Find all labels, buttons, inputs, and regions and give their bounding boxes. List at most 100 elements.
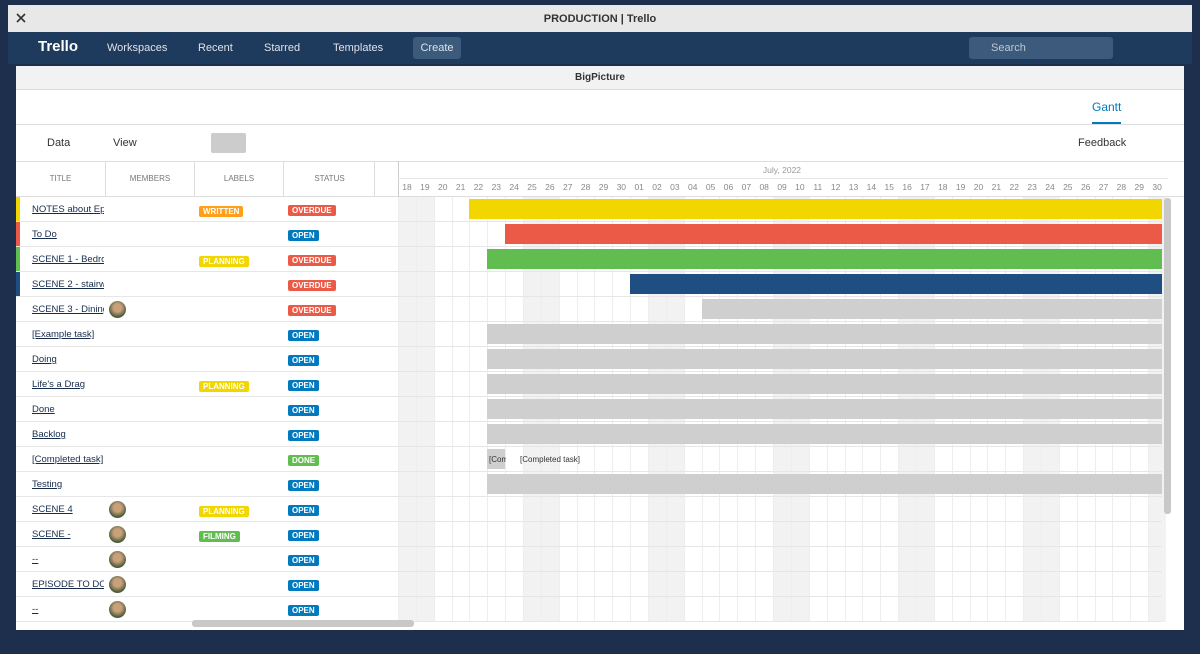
day-column (469, 197, 487, 622)
status-badge: OVERDUE (288, 305, 336, 316)
task-title[interactable]: -- (32, 554, 39, 565)
row-stripe (16, 272, 20, 296)
window-title: PRODUCTION | Trello (543, 13, 657, 25)
day-label: 23 (1027, 182, 1037, 192)
task-title[interactable]: Backlog (32, 429, 66, 440)
trello-nav: Trello Create Search (8, 32, 1192, 64)
column-header: TITLE (16, 162, 106, 197)
status-badge: DONE (288, 455, 320, 466)
bar-caption: [Completed task] (520, 455, 581, 464)
nav-menu[interactable]: Workspaces (107, 42, 168, 54)
task-title[interactable]: SCENE 1 - Bedro (32, 254, 104, 265)
day-label: 28 (1116, 182, 1127, 192)
row-stripe (16, 222, 20, 246)
task-title[interactable]: SCENE 4 (32, 504, 73, 515)
day-label: 30 (1152, 182, 1162, 192)
row-border (16, 271, 1162, 272)
label-badge: PLANNING (199, 256, 249, 267)
gantt-bar[interactable] (469, 199, 1162, 219)
status-badge: OPEN (288, 530, 319, 541)
gantt-bar[interactable] (487, 249, 1162, 269)
bar-caption: [Com (489, 455, 506, 464)
day-column (451, 197, 470, 622)
edit-button[interactable] (211, 133, 246, 153)
gantt-bar[interactable] (505, 224, 1162, 244)
view-menu[interactable]: View (113, 137, 137, 149)
status-badge: OPEN (288, 555, 319, 566)
day-column (415, 197, 434, 622)
row-border (16, 321, 1162, 322)
day-label: 20 (973, 182, 984, 192)
day-label: 03 (670, 182, 680, 192)
day-label: 17 (920, 182, 930, 192)
day-label: 13 (848, 182, 859, 192)
label-badge: WRITTEN (199, 206, 244, 217)
gantt-bar[interactable] (487, 449, 506, 469)
column-header: STATUS (285, 162, 375, 197)
gantt-bar[interactable] (630, 274, 1162, 294)
search-box[interactable]: Search (969, 37, 1113, 59)
label-badge: PLANNING (199, 381, 249, 392)
gantt-bar[interactable] (487, 324, 1162, 344)
row-border (16, 496, 1162, 497)
member-avatar (109, 501, 126, 518)
status-badge: OVERDUE (288, 205, 336, 216)
gantt-bar[interactable] (487, 424, 1162, 444)
nav-menu[interactable]: Starred (264, 42, 301, 54)
gantt-bar[interactable] (487, 349, 1162, 369)
task-title[interactable]: SCENE 2 - stairw (32, 279, 104, 290)
task-title[interactable]: -- (32, 604, 39, 615)
table-border (16, 161, 1184, 162)
task-title[interactable]: Done (32, 404, 55, 415)
day-label: 27 (1098, 182, 1109, 192)
row-border (16, 346, 1162, 347)
gantt-bar[interactable] (487, 474, 1162, 494)
day-label: 12 (830, 182, 841, 192)
status-badge: OPEN (288, 230, 319, 241)
data-menu[interactable]: Data (47, 137, 71, 149)
task-title[interactable]: To Do (32, 229, 57, 240)
task-title[interactable]: SCENE - (32, 529, 71, 540)
close-window[interactable] (16, 13, 26, 23)
member-avatar (109, 601, 126, 618)
row-border (16, 621, 1162, 622)
task-title[interactable]: [Example task] (32, 329, 95, 340)
row-border (16, 421, 1162, 422)
column-header: MEMBERS (106, 162, 195, 197)
row-border (16, 221, 1162, 222)
task-title[interactable]: EPISODE TO DO I (32, 579, 104, 590)
logo[interactable]: Trello (38, 38, 79, 55)
day-label: 10 (795, 182, 805, 192)
month-label: July, 2022 (762, 165, 802, 175)
task-title[interactable]: Doing (32, 354, 57, 365)
gantt-bar[interactable] (487, 374, 1162, 394)
status-badge: OPEN (288, 355, 319, 366)
member-avatar (109, 576, 126, 593)
feedback-button[interactable]: Feedback (1078, 137, 1127, 149)
gantt-bar[interactable] (701, 299, 1162, 319)
task-title[interactable]: Testing (32, 479, 63, 490)
day-label: 09 (777, 182, 787, 192)
task-title[interactable]: Life's a Drag (32, 379, 86, 390)
task-title[interactable]: [Completed task] (32, 454, 104, 465)
task-title[interactable]: NOTES about Epi (32, 204, 104, 215)
day-label: 21 (991, 182, 1002, 192)
gantt-bar[interactable] (487, 399, 1162, 419)
day-label: 24 (509, 182, 519, 192)
day-label: 22 (473, 182, 484, 192)
status-badge: OPEN (288, 405, 319, 416)
nav-menu[interactable]: Recent (198, 42, 233, 54)
h-scrollbar (192, 620, 414, 627)
day-label: 29 (1134, 182, 1144, 192)
create-button[interactable]: Create (413, 37, 461, 59)
day-label: 26 (1080, 182, 1091, 192)
task-title[interactable]: SCENE 3 - Dining (32, 304, 104, 315)
status-badge: OVERDUE (288, 280, 336, 291)
day-label: 22 (1009, 182, 1019, 192)
row-border (16, 246, 1162, 247)
nav-menu[interactable]: Templates (333, 42, 384, 54)
day-label: 25 (1063, 182, 1073, 192)
divider (16, 124, 1184, 125)
gantt-tab[interactable]: Gantt (1092, 100, 1122, 124)
day-label: 30 (616, 182, 627, 192)
